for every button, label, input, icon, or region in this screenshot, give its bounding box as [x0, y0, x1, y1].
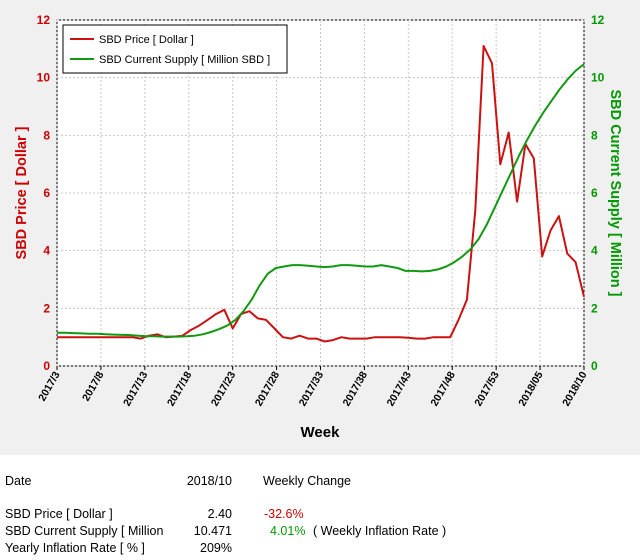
- x-tick-label: 2017/13: [121, 369, 150, 408]
- price-label: SBD Price [ Dollar ]: [5, 507, 113, 521]
- x-tick-label: 2018/10: [560, 369, 589, 408]
- y-tick-right: 2: [591, 301, 598, 315]
- x-tick-label: 2017/23: [209, 369, 238, 408]
- series-line-sbd-supply: [57, 63, 585, 338]
- y-tick-left: 12: [37, 13, 51, 27]
- price-change: -32.6%: [264, 507, 304, 521]
- supply-value: 10.471: [193, 524, 232, 538]
- date-value: 2018/10: [186, 474, 232, 488]
- grid-lines: [56, 19, 585, 367]
- chart-frame: 0 2 4 6 8 10 12 0 2 4 6 8 10 12 2017/3 2017/8 2017/13 2…: [0, 0, 640, 455]
- series-lines: [57, 45, 585, 343]
- y-axis-left-ticks: 0 2 4 6 8 10 12: [37, 13, 51, 373]
- y-tick-left: 10: [37, 71, 51, 85]
- weekly-change-header: Weekly Change: [263, 474, 352, 488]
- x-tick-label: 2017/53: [472, 369, 501, 408]
- legend-label-supply: SBD Current Supply [ Million SBD ]: [99, 54, 270, 66]
- y-tick-left: 0: [43, 359, 50, 373]
- x-tick-label: 2017/18: [165, 369, 194, 408]
- y-tick-left: 2: [43, 301, 50, 315]
- x-tick-label: 2017/43: [385, 369, 414, 408]
- legend-box: [62, 24, 288, 74]
- y-tick-left: 8: [43, 128, 50, 142]
- x-tick-label: 2017/28: [253, 369, 282, 408]
- price-value: 2.40: [207, 507, 232, 521]
- y-tick-left: 6: [43, 186, 50, 200]
- supply-label: SBD Current Supply [ Million: [5, 524, 164, 538]
- x-tick-label: 2017/3: [36, 369, 63, 403]
- supply-change: 4.01%: [270, 524, 306, 538]
- x-tick-label: 2017/8: [80, 369, 107, 403]
- y-tick-right: 0: [591, 359, 598, 373]
- y-axis-right-title: SBD Current Supply [ Million ]: [607, 89, 623, 296]
- y-tick-right: 12: [591, 13, 605, 27]
- y-axis-right-ticks: 0 2 4 6 8 10 12: [591, 13, 605, 373]
- y-tick-right: 10: [591, 71, 605, 85]
- x-tick-label: 2017/38: [341, 369, 370, 408]
- x-axis-ticks: 2017/3 2017/8 2017/13 2017/18 2017/23 2017/28…: [36, 366, 590, 408]
- y-axis-left-title: SBD Price [ Dollar ]: [14, 126, 30, 259]
- x-tick-label: 2017/33: [297, 369, 326, 408]
- supply-note: ( Weekly Inflation Rate ): [313, 524, 447, 538]
- y-tick-left: 4: [43, 244, 50, 258]
- inflation-value: 209%: [200, 541, 232, 555]
- date-label: Date: [5, 474, 32, 488]
- legend: SBD Price [ Dollar ] SBD Current Supply …: [62, 24, 288, 74]
- x-tick-label: 2018/05: [516, 369, 545, 408]
- y-tick-right: 4: [591, 244, 598, 258]
- x-tick-label: 2017/48: [428, 369, 457, 408]
- x-axis-title: Week: [301, 424, 341, 441]
- y-tick-right: 6: [591, 186, 598, 200]
- legend-label-price: SBD Price [ Dollar ]: [99, 34, 194, 46]
- inflation-label: Yearly Inflation Rate [ % ]: [5, 541, 145, 555]
- stats-panel: Date 2018/10 Weekly Change SBD Price [ D…: [0, 462, 640, 560]
- y-tick-right: 8: [591, 128, 598, 142]
